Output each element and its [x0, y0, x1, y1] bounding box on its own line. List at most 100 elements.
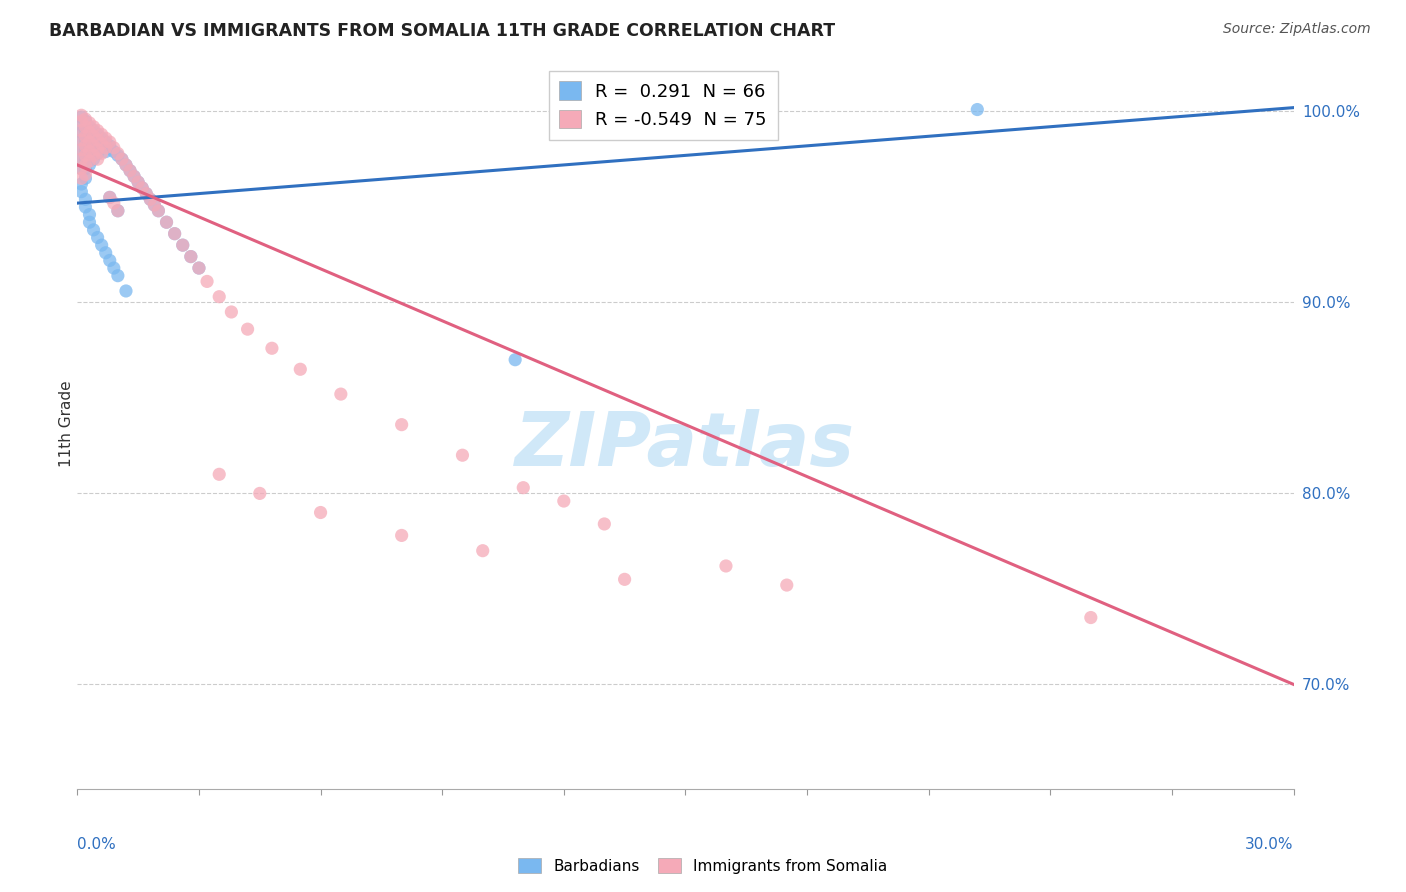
Point: [75, 129, 97, 144]
Point: [90, 136, 112, 151]
Point: [135, 186, 157, 201]
Point: [70, 133, 93, 147]
Point: [94, 131, 117, 145]
Point: [107, 148, 129, 162]
Point: [70, 161, 93, 176]
Point: [70, 108, 93, 122]
Point: [83, 120, 105, 134]
Point: [79, 215, 101, 229]
Point: [79, 125, 101, 139]
Point: [98, 135, 121, 149]
Point: [163, 227, 186, 241]
Point: [70, 114, 93, 128]
Point: [111, 152, 134, 166]
Point: [139, 192, 162, 206]
Point: [79, 154, 101, 169]
Point: [122, 169, 145, 184]
Point: [221, 305, 243, 319]
Point: [98, 190, 121, 204]
Point: [83, 129, 105, 144]
Point: [90, 146, 112, 161]
Point: [155, 215, 177, 229]
Point: [70, 161, 93, 176]
Point: [90, 238, 112, 252]
Point: [512, 481, 534, 495]
Point: [86, 123, 108, 137]
Point: [127, 175, 149, 189]
Point: [107, 203, 129, 218]
Point: [111, 152, 134, 166]
Point: [966, 103, 988, 117]
Text: 0.0%: 0.0%: [77, 837, 117, 852]
Point: [86, 128, 108, 142]
Point: [79, 208, 101, 222]
Point: [79, 135, 101, 149]
Text: 30.0%: 30.0%: [1246, 837, 1294, 852]
Point: [776, 578, 799, 592]
Point: [83, 148, 105, 162]
Point: [172, 238, 194, 252]
Point: [98, 190, 121, 204]
Point: [208, 290, 231, 304]
Point: [139, 192, 162, 206]
Point: [75, 200, 97, 214]
Point: [75, 133, 97, 147]
Point: [1080, 610, 1102, 624]
Point: [75, 158, 97, 172]
Text: ZIPatlas: ZIPatlas: [516, 409, 855, 483]
Point: [103, 141, 125, 155]
Point: [593, 516, 616, 531]
Point: [70, 118, 93, 132]
Point: [163, 227, 186, 241]
Point: [83, 143, 105, 157]
Point: [98, 253, 121, 268]
Point: [70, 133, 93, 147]
Point: [79, 138, 101, 153]
Point: [148, 203, 170, 218]
Point: [86, 133, 108, 147]
Point: [94, 141, 117, 155]
Point: [86, 152, 108, 166]
Point: [86, 146, 108, 161]
Point: [451, 448, 474, 462]
Point: [83, 223, 105, 237]
Point: [131, 181, 153, 195]
Point: [90, 131, 112, 145]
Point: [79, 145, 101, 159]
Point: [613, 572, 636, 586]
Text: Source: ZipAtlas.com: Source: ZipAtlas.com: [1223, 22, 1371, 37]
Point: [70, 143, 93, 157]
Point: [75, 148, 97, 162]
Point: [94, 145, 117, 159]
Point: [249, 486, 271, 500]
Point: [75, 112, 97, 127]
Point: [103, 145, 125, 159]
Point: [83, 138, 105, 153]
Point: [309, 506, 332, 520]
Point: [107, 203, 129, 218]
Point: [79, 148, 101, 162]
Point: [103, 196, 125, 211]
Point: [86, 136, 108, 151]
Point: [118, 163, 141, 178]
Point: [118, 163, 141, 178]
Point: [75, 114, 97, 128]
Legend: Barbadians, Immigrants from Somalia: Barbadians, Immigrants from Somalia: [512, 852, 894, 880]
Point: [86, 230, 108, 244]
Point: [143, 198, 166, 212]
Point: [75, 192, 97, 206]
Point: [79, 120, 101, 134]
Point: [75, 123, 97, 137]
Point: [391, 417, 413, 432]
Point: [70, 177, 93, 191]
Point: [75, 120, 97, 134]
Point: [131, 181, 153, 195]
Point: [94, 245, 117, 260]
Point: [83, 133, 105, 147]
Point: [70, 185, 93, 199]
Point: [70, 143, 93, 157]
Point: [135, 186, 157, 201]
Legend: R =  0.291  N = 66, R = -0.549  N = 75: R = 0.291 N = 66, R = -0.549 N = 75: [548, 70, 778, 140]
Point: [391, 528, 413, 542]
Point: [195, 274, 218, 288]
